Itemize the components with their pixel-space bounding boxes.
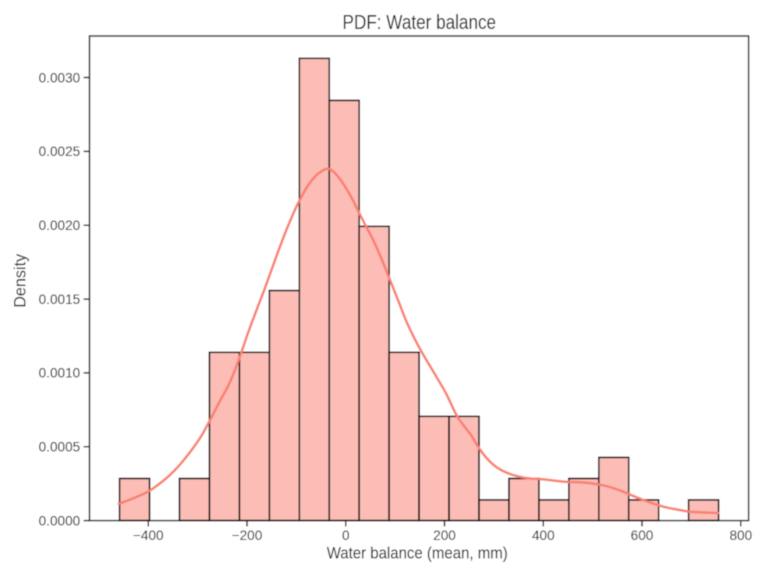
svg-text:200: 200 xyxy=(433,528,456,543)
svg-text:−400: −400 xyxy=(133,528,164,543)
svg-text:PDF: Water balance: PDF: Water balance xyxy=(343,12,497,34)
svg-text:−200: −200 xyxy=(232,528,263,543)
svg-text:0.0000: 0.0000 xyxy=(39,513,81,528)
svg-text:600: 600 xyxy=(631,528,654,543)
svg-text:400: 400 xyxy=(532,528,555,543)
svg-text:0.0030: 0.0030 xyxy=(39,70,81,85)
svg-text:0.0020: 0.0020 xyxy=(39,218,81,233)
svg-text:Density: Density xyxy=(12,253,30,308)
svg-text:800: 800 xyxy=(729,528,752,543)
svg-text:0.0005: 0.0005 xyxy=(39,440,81,455)
svg-text:0.0025: 0.0025 xyxy=(39,144,81,159)
svg-text:Water balance (mean, mm): Water balance (mean, mm) xyxy=(327,544,508,563)
svg-text:0.0010: 0.0010 xyxy=(39,366,81,381)
svg-text:0.0015: 0.0015 xyxy=(39,292,81,307)
svg-text:0: 0 xyxy=(342,528,350,543)
